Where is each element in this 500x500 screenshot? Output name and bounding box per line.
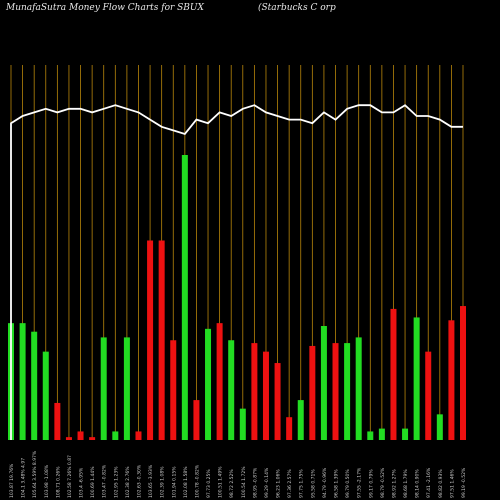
money-flow-bar [402, 428, 409, 440]
money-flow-bar [135, 431, 142, 440]
money-flow-bar [413, 317, 420, 440]
money-flow-bar [193, 400, 200, 440]
x-tick-label: 102.95 1.23% [113, 466, 119, 498]
x-tick-label: 103.4 -6.95% [79, 467, 85, 498]
x-tick-label: 95.58 0.71% [310, 469, 316, 498]
x-tick-label: 97.41 -2.16% [426, 467, 432, 498]
x-tick-label: 99.19 -0.52% [461, 467, 467, 498]
money-flow-bar [228, 340, 235, 440]
x-tick-label: 98.14 0.90% [415, 469, 421, 498]
money-flow-bar [89, 437, 96, 440]
money-flow-bar [205, 328, 212, 440]
money-flow-bar [286, 417, 293, 440]
money-flow-bar [158, 240, 165, 440]
x-tick-label: 97.51 1.46% [449, 469, 455, 498]
money-flow-bar [448, 320, 455, 440]
x-tick-label: 100.51 1.49% [218, 466, 224, 498]
x-tick-label: 97.75 1.75% [299, 469, 305, 498]
x-tick-label: 104.1 3.48% 4.97 [21, 458, 27, 498]
money-flow-bar [123, 337, 130, 440]
x-tick-label: 102.39 1.08% [160, 466, 166, 498]
money-flow-bar [332, 343, 339, 440]
x-tick-label: 96.58 1.39% [334, 469, 340, 498]
x-tick-label: 98.82 0.93% [438, 469, 444, 498]
chart-title: MunafaSutra Money Flow Charts for SBUX [6, 3, 204, 13]
x-tick-label: 98.79 -0.52% [380, 467, 386, 498]
money-flow-bars [8, 155, 466, 440]
money-flow-bar [65, 437, 72, 440]
money-flow-bar [378, 428, 385, 440]
x-tick-label: 108.71 0.26% [55, 466, 61, 498]
money-flow-bar [309, 345, 316, 440]
money-flow-bar [239, 408, 246, 440]
x-tick-label: 100.54 1.72% [241, 466, 247, 498]
money-flow-bar [100, 337, 107, 440]
money-flow-bar [390, 308, 397, 440]
price-line-path [10, 104, 463, 440]
x-tick-label: 100.78 -0.82% [194, 464, 200, 498]
x-tick-label: 98.92 1.27% [391, 469, 397, 498]
money-flow-bar [19, 323, 26, 440]
x-tick-label: 102.08 1.58% [183, 466, 189, 498]
money-flow-bar [436, 414, 443, 440]
price-line [10, 104, 463, 440]
x-tick-label: 97.73 0.25% [206, 469, 212, 498]
money-flow-bar [367, 431, 374, 440]
x-tick-label: 99.29 -0.14% [264, 467, 270, 498]
money-flow-bar [355, 337, 362, 440]
x-tick-label: 98.72 2.52% [229, 469, 235, 498]
chart-title-company: (Starbucks C orp [258, 3, 336, 13]
x-tick-label: 105.64 3.59% 8.97% [32, 450, 38, 498]
x-tick-label: 103.87 19.76% [9, 463, 15, 498]
money-flow-bar [262, 351, 269, 440]
x-tick-label: 102.58 7.26% 0.87 [67, 455, 73, 498]
x-tick-label: 98.95 -0.87% [252, 467, 258, 498]
x-tick-label: 103.98 -1.08% [44, 464, 50, 498]
money-flow-bar [425, 351, 432, 440]
money-flow-bar [181, 155, 188, 440]
x-tick-label: 100.69 1.44% [90, 466, 96, 498]
money-flow-bar [251, 343, 258, 440]
x-tick-label: 99.17 0.79% [368, 469, 374, 498]
money-flow-bar [297, 400, 304, 440]
x-tick-label: 103.47 -0.82% [102, 464, 108, 498]
money-flow-bar [216, 323, 223, 440]
money-flow-bar [54, 402, 61, 440]
x-tick-label: 97.36 2.57% [287, 469, 293, 498]
x-tick-label: 98.68 1.79% [403, 469, 409, 498]
x-tick-label: 102.63 -0.30% [136, 464, 142, 498]
x-tick-label: 101.94 0.15% [171, 466, 177, 498]
x-tick-label: 103.65 -3.93% [148, 464, 154, 498]
money-flow-bar [31, 331, 38, 440]
money-flow-bar [147, 240, 154, 440]
money-flow-bar [460, 306, 466, 440]
x-axis-labels: 103.87 19.76% 104.1 3.48% 4.97 105.64 3.59… [9, 450, 467, 498]
money-flow-bar [344, 343, 351, 440]
money-flow-bar [320, 326, 327, 440]
money-flow-bar [170, 340, 177, 440]
money-flow-bar [112, 431, 119, 440]
money-flow-bar [77, 431, 84, 440]
money-flow-bar [274, 363, 281, 440]
x-tick-label: 96.23 1.06% [276, 469, 282, 498]
x-tick-label: 94.79 -0.96% [322, 467, 328, 498]
x-tick-label: 99.79 0.50% [345, 469, 351, 498]
x-tick-label: 97.55 -2.17% [357, 467, 363, 498]
x-tick-label: 102.38 2.76% [125, 466, 131, 498]
money-flow-bar [42, 351, 49, 440]
